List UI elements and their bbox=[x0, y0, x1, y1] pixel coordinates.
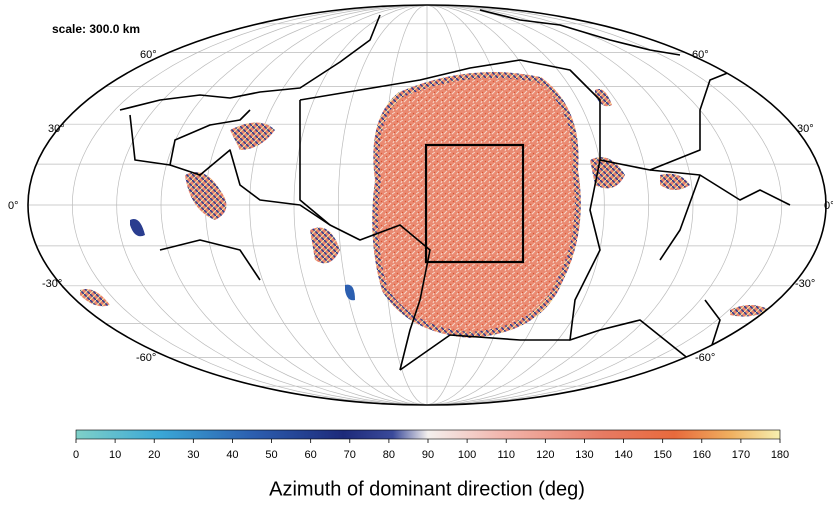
patch bbox=[660, 173, 690, 190]
patch bbox=[80, 289, 110, 307]
patch bbox=[130, 219, 145, 237]
colorbar-tick-label: 130 bbox=[575, 449, 593, 461]
meridian bbox=[160, 5, 428, 405]
lat-label: 0° bbox=[824, 200, 833, 212]
lat-label: 0° bbox=[8, 200, 19, 212]
meridian bbox=[426, 5, 738, 405]
colorbar-tick-label: 120 bbox=[536, 449, 554, 461]
colorbar-tick-label: 40 bbox=[226, 449, 238, 461]
lat-label: -30° bbox=[795, 278, 815, 290]
meridian bbox=[116, 5, 428, 405]
lat-label: 60° bbox=[140, 49, 157, 61]
colorbar-tick-label: 60 bbox=[305, 449, 317, 461]
colorbar-tick-label: 160 bbox=[693, 449, 711, 461]
colorbar-ticks: 0 10 20 30 40 50 60 70 80 90 100 110 120 130 140 150 160… bbox=[73, 439, 789, 461]
meridian bbox=[426, 5, 694, 405]
colorbar-tick-label: 180 bbox=[771, 449, 789, 461]
colorbar-tick-label: 150 bbox=[653, 449, 671, 461]
patch bbox=[230, 122, 275, 150]
meridian bbox=[249, 5, 428, 405]
colorbar-tick-label: 10 bbox=[109, 449, 121, 461]
meridian bbox=[426, 5, 650, 405]
scale-label: scale: 300.0 km bbox=[52, 22, 140, 36]
patch bbox=[372, 72, 581, 339]
lat-label: -60° bbox=[136, 352, 156, 364]
plate-boundaries bbox=[119, 9, 791, 371]
study-region bbox=[424, 143, 525, 264]
colorbar-tick-label: 90 bbox=[422, 449, 434, 461]
meridian bbox=[426, 5, 605, 405]
lat-label: -60° bbox=[695, 352, 715, 364]
lat-label: 30° bbox=[48, 123, 65, 135]
meridian bbox=[71, 5, 428, 405]
colorbar-label: Azimuth of dominant direction (deg) bbox=[269, 478, 585, 500]
colorbar-tick-label: 20 bbox=[148, 449, 160, 461]
colorbar-tick-label: 80 bbox=[383, 449, 395, 461]
colorbar-tick-label: 30 bbox=[187, 449, 199, 461]
colorbar-tick-label: 170 bbox=[732, 449, 750, 461]
colorbar bbox=[75, 429, 781, 440]
colorbar-tick-label: 50 bbox=[265, 449, 277, 461]
meridian bbox=[337, 5, 428, 405]
patch bbox=[185, 172, 227, 220]
colorbar-tick-label: 140 bbox=[614, 449, 632, 461]
patch bbox=[730, 305, 770, 317]
colorbar-tick-label: 110 bbox=[497, 449, 515, 461]
lat-label: -30° bbox=[42, 278, 62, 290]
meridian bbox=[426, 5, 783, 405]
colorbar-tick-label: 0 bbox=[73, 449, 79, 461]
lat-label: 30° bbox=[797, 123, 814, 135]
colorbar-tick-label: 70 bbox=[344, 449, 356, 461]
map-frame bbox=[27, 4, 827, 406]
colorbar-tick-label: 100 bbox=[458, 449, 476, 461]
patch bbox=[310, 227, 340, 264]
lat-label: 60° bbox=[692, 49, 709, 61]
patch bbox=[345, 284, 355, 301]
